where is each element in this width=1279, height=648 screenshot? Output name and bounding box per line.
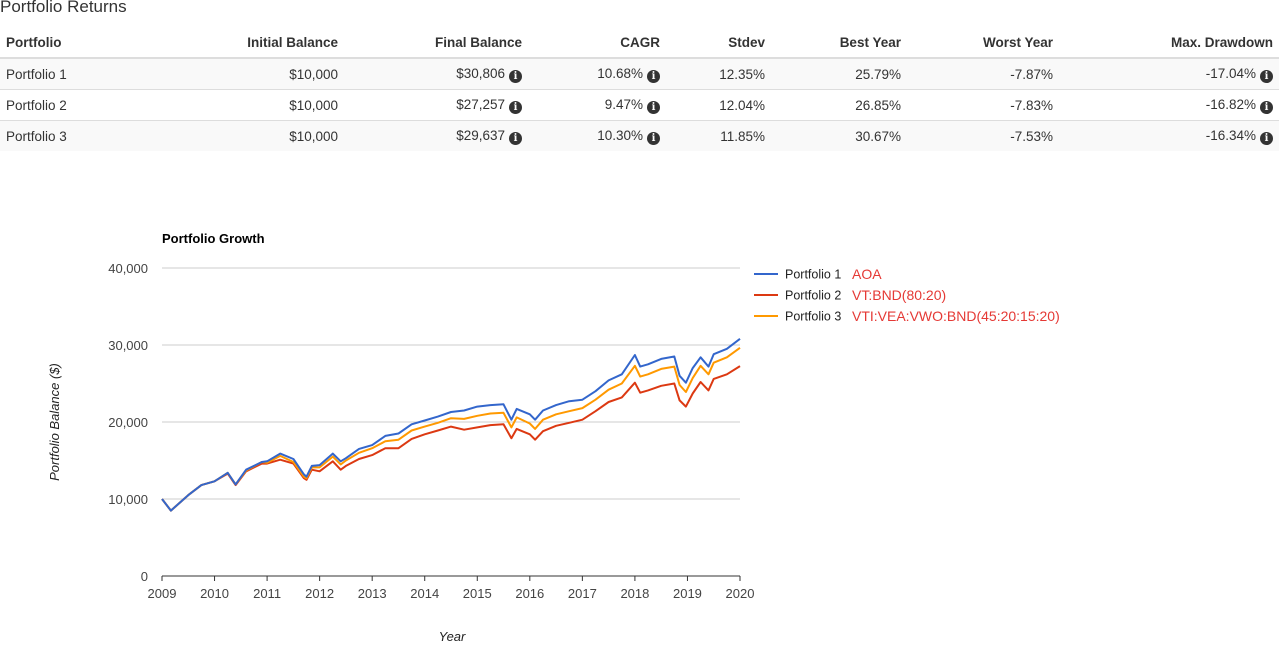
cell-worst-year: -7.53% <box>907 120 1059 151</box>
final-balance-value: $29,637 <box>456 127 505 143</box>
x-tick-label: 2010 <box>200 586 229 601</box>
cell-best-year: 26.85% <box>771 89 907 121</box>
legend-item: Portfolio 1 AOA <box>754 266 882 282</box>
cell-max-drawdown: -17.04% i <box>1059 57 1279 90</box>
col-header-final-balance[interactable]: Final Balance <box>344 27 528 59</box>
y-axis-ticks: 0 10,000 20,000 30,000 40,000 <box>108 261 148 584</box>
page-title: Portfolio Returns <box>0 0 127 16</box>
x-axis-ticks: 2009 2010 2011 2012 2013 2014 2015 2016 2017 2018… <box>148 576 755 601</box>
x-tick-label: 2018 <box>620 586 649 601</box>
info-icon[interactable]: i <box>647 69 660 83</box>
series-line-portfolio-1 <box>161 338 741 512</box>
cell-initial-balance: $10,000 <box>162 57 344 90</box>
x-tick-label: 2012 <box>305 586 334 601</box>
y-tick-label: 40,000 <box>108 261 148 276</box>
x-tick-label: 2014 <box>410 586 439 601</box>
cell-best-year: 25.79% <box>771 57 907 90</box>
table-row: Portfolio 2 $10,000 $27,257 i 9.47% i 12.0… <box>0 89 1279 121</box>
cagr-value: 10.30% <box>597 127 643 143</box>
col-header-initial-balance[interactable]: Initial Balance <box>162 27 344 59</box>
max-drawdown-value: -16.34% <box>1205 127 1256 143</box>
x-tick-label: 2009 <box>148 586 177 601</box>
cell-initial-balance: $10,000 <box>162 89 344 121</box>
x-tick-label: 2015 <box>463 586 492 601</box>
table-header-row: Portfolio Initial Balance Final Balance … <box>0 27 1279 59</box>
max-drawdown-value: -16.82% <box>1205 96 1256 112</box>
cell-final-balance: $30,806 i <box>344 57 528 90</box>
cell-final-balance: $29,637 i <box>344 120 528 151</box>
col-header-portfolio[interactable]: Portfolio <box>0 27 162 59</box>
info-icon[interactable]: i <box>647 131 660 145</box>
info-icon[interactable]: i <box>509 69 522 83</box>
chart-gridlines <box>162 267 740 577</box>
legend-series-name: Portfolio 3 <box>785 310 841 324</box>
y-tick-label: 20,000 <box>108 415 148 430</box>
legend-series-ticker: VT:BND(80:20) <box>852 287 946 303</box>
final-balance-value: $27,257 <box>456 96 505 112</box>
cell-cagr: 10.68% i <box>528 57 666 90</box>
cell-stdev: 11.85% <box>666 120 771 151</box>
max-drawdown-value: -17.04% <box>1205 65 1256 81</box>
col-header-stdev[interactable]: Stdev <box>666 27 771 59</box>
info-icon[interactable]: i <box>509 131 522 145</box>
cell-max-drawdown: -16.82% i <box>1059 89 1279 121</box>
cell-cagr: 10.30% i <box>528 120 666 151</box>
info-icon[interactable]: i <box>647 100 660 114</box>
col-header-worst-year[interactable]: Worst Year <box>907 27 1059 59</box>
col-header-best-year[interactable]: Best Year <box>771 27 907 59</box>
y-axis-label: Portfolio Balance ($) <box>47 363 62 481</box>
cell-best-year: 30.67% <box>771 120 907 151</box>
x-axis-label: Year <box>439 629 466 644</box>
cell-final-balance: $27,257 i <box>344 89 528 121</box>
cell-worst-year: -7.87% <box>907 57 1059 90</box>
legend-series-name: Portfolio 2 <box>785 289 841 303</box>
info-icon[interactable]: i <box>1260 131 1273 145</box>
portfolio-returns-table: Portfolio Initial Balance Final Balance … <box>0 27 1279 151</box>
cell-portfolio: Portfolio 2 <box>0 89 162 121</box>
final-balance-value: $30,806 <box>456 65 505 81</box>
cagr-value: 10.68% <box>597 65 643 81</box>
cell-portfolio: Portfolio 3 <box>0 120 162 151</box>
cell-stdev: 12.04% <box>666 89 771 121</box>
info-icon[interactable]: i <box>1260 69 1273 83</box>
table-row: Portfolio 1 $10,000 $30,806 i 10.68% i 12.… <box>0 57 1279 90</box>
cell-initial-balance: $10,000 <box>162 120 344 151</box>
legend-series-ticker: VTI:VEA:VWO:BND(45:20:15:20) <box>852 308 1060 324</box>
y-tick-label: 30,000 <box>108 338 148 353</box>
cagr-value: 9.47% <box>604 96 643 112</box>
x-tick-label: 2020 <box>726 586 755 601</box>
cell-max-drawdown: -16.34% i <box>1059 120 1279 151</box>
chart-title: Portfolio Growth <box>162 231 265 246</box>
col-header-max-drawdown[interactable]: Max. Drawdown <box>1059 27 1279 59</box>
y-tick-label: 10,000 <box>108 492 148 507</box>
legend-item: Portfolio 3 VTI:VEA:VWO:BND(45:20:15:20) <box>754 308 1060 324</box>
legend-series-ticker: AOA <box>852 266 882 282</box>
x-tick-label: 2016 <box>515 586 544 601</box>
x-tick-label: 2019 <box>673 586 702 601</box>
cell-stdev: 12.35% <box>666 57 771 90</box>
info-icon[interactable]: i <box>509 100 522 114</box>
legend-item: Portfolio 2 VT:BND(80:20) <box>754 287 946 303</box>
legend-series-name: Portfolio 1 <box>785 268 841 282</box>
x-tick-label: 2017 <box>568 586 597 601</box>
x-tick-label: 2013 <box>358 586 387 601</box>
table-row: Portfolio 3 $10,000 $29,637 i 10.30% i 11.… <box>0 120 1279 151</box>
col-header-cagr[interactable]: CAGR <box>528 27 666 59</box>
portfolio-growth-chart: Portfolio Growth 0 10,000 20,000 30,000 40,0… <box>47 231 1060 644</box>
cell-cagr: 9.47% i <box>528 89 666 121</box>
info-icon[interactable]: i <box>1260 100 1273 114</box>
series-line-portfolio-2 <box>161 365 741 512</box>
chart-series-lines <box>161 338 741 512</box>
series-line-portfolio-3 <box>161 346 741 512</box>
cell-worst-year: -7.83% <box>907 89 1059 121</box>
y-tick-label: 0 <box>141 569 148 584</box>
x-tick-label: 2011 <box>253 586 281 601</box>
cell-portfolio: Portfolio 1 <box>0 57 162 90</box>
